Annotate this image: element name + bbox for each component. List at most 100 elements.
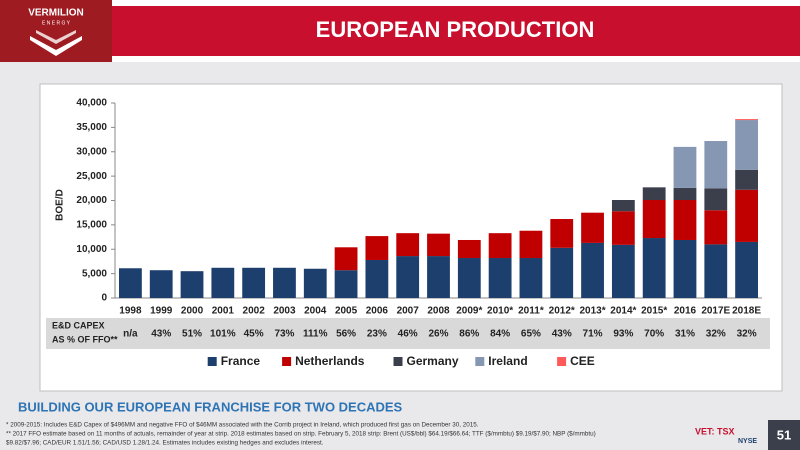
bar-segment <box>611 244 635 298</box>
bar-segment <box>427 233 450 257</box>
capex-value: 51% <box>182 329 202 340</box>
capex-value: 70% <box>644 329 664 340</box>
x-tick-label: 2017E <box>701 306 730 317</box>
x-tick-label: 2011* <box>518 306 544 317</box>
x-tick-label: 2014* <box>610 306 636 317</box>
capex-value: 32% <box>737 329 757 340</box>
bar-segment <box>211 267 235 298</box>
x-tick-label: 2001 <box>212 306 235 317</box>
bar-segment <box>180 271 204 298</box>
bar-segment <box>611 211 635 245</box>
y-tick-label: 5,000 <box>82 268 107 279</box>
page-number: 51 <box>777 427 791 442</box>
capex-value: 65% <box>521 329 541 340</box>
capex-value: 32% <box>706 329 726 340</box>
x-tick-label: 2007 <box>397 306 420 317</box>
bar-segment <box>642 200 666 239</box>
page-number-box <box>768 420 800 450</box>
exchange: NYSE <box>738 438 757 445</box>
bar-segment <box>550 219 574 248</box>
capex-value: 23% <box>367 329 387 340</box>
logo-chevron <box>36 30 76 44</box>
title-band <box>110 6 800 56</box>
bar-segment <box>735 241 758 298</box>
bar-segment <box>242 267 266 298</box>
capex-value: 84% <box>490 329 510 340</box>
x-tick-label: 2015* <box>641 306 667 317</box>
y-tick-label: 35,000 <box>76 122 107 133</box>
bar-segment <box>581 212 604 243</box>
capex-value: 93% <box>613 329 633 340</box>
bar-segment <box>704 188 728 211</box>
capex-value: 101% <box>210 329 236 340</box>
bar-segment <box>735 169 758 190</box>
bar-segment <box>119 268 142 298</box>
x-tick-label: 2016 <box>674 306 697 317</box>
x-tick-label: 2003 <box>273 306 296 317</box>
capex-value: 73% <box>274 329 294 340</box>
footnote: ** 2017 FFO estimate based on 11 months … <box>6 431 596 438</box>
x-tick-label: 2008 <box>427 306 450 317</box>
page-title: EUROPEAN PRODUCTION <box>316 17 595 42</box>
legend-swatch <box>557 357 567 366</box>
capex-value: 31% <box>675 329 695 340</box>
y-tick-label: 20,000 <box>76 195 107 206</box>
bar-segment <box>581 242 604 298</box>
bar-segment <box>396 233 420 257</box>
footnote: $9.82/$7.96; CAD/EUR 1.51/1.56; CAD/USD … <box>6 440 324 447</box>
bar-segment <box>704 210 728 245</box>
y-tick-label: 25,000 <box>76 171 107 182</box>
bar-segment <box>365 259 389 298</box>
x-tick-label: 2009* <box>456 306 482 317</box>
bar-segment <box>273 267 296 298</box>
x-tick-label: 1998 <box>119 306 142 317</box>
legend-swatch <box>282 357 292 366</box>
bar-segment <box>519 230 543 259</box>
bar-segment <box>334 247 358 271</box>
ticker: VET: TSX <box>695 426 735 436</box>
y-tick-label: 40,000 <box>76 98 107 109</box>
bar-segment <box>550 247 574 298</box>
x-tick-label: 2000 <box>181 306 204 317</box>
capex-value: 45% <box>244 329 264 340</box>
legend-label: France <box>221 354 261 368</box>
capex-value: 56% <box>336 329 356 340</box>
bar-segment <box>673 187 697 201</box>
bar-segment <box>735 119 758 121</box>
bar-segment <box>427 256 450 298</box>
capex-value: 43% <box>552 329 572 340</box>
x-tick-label: 1999 <box>150 306 173 317</box>
y-axis-label: BOE/D <box>55 189 66 221</box>
bar-segment <box>704 244 728 298</box>
bar-segment <box>673 200 697 240</box>
bar-segment <box>396 256 420 298</box>
capex-value: n/a <box>123 329 138 340</box>
capex-value: 71% <box>583 329 603 340</box>
bar-segment <box>457 258 481 298</box>
y-tick-label: 10,000 <box>76 244 107 255</box>
capex-value: 46% <box>398 329 418 340</box>
y-tick-label: 15,000 <box>76 220 107 231</box>
bar-segment <box>303 268 327 298</box>
bar-segment <box>488 258 512 298</box>
bar-segment <box>611 200 635 212</box>
x-tick-label: 2013* <box>579 306 605 317</box>
legend-label: Ireland <box>488 354 527 368</box>
y-tick-label: 0 <box>101 293 107 304</box>
legend-label: CEE <box>570 354 595 368</box>
logo-subtext: E N E R G Y <box>42 20 71 26</box>
capex-value: 43% <box>151 329 171 340</box>
bar-segment <box>735 189 758 242</box>
capex-band <box>46 318 770 349</box>
bar-segment <box>457 239 481 259</box>
bar-segment <box>519 258 543 298</box>
bar-segment <box>735 120 758 170</box>
subtitle: BUILDING OUR EUROPEAN FRANCHISE FOR TWO … <box>18 399 403 414</box>
x-tick-label: 2006 <box>366 306 389 317</box>
x-tick-label: 2010* <box>487 306 513 317</box>
capex-label: AS % OF FFO** <box>52 334 118 344</box>
capex-value: 26% <box>428 329 448 340</box>
bar-segment <box>642 238 666 298</box>
logo-text: VERMILION <box>28 8 84 19</box>
